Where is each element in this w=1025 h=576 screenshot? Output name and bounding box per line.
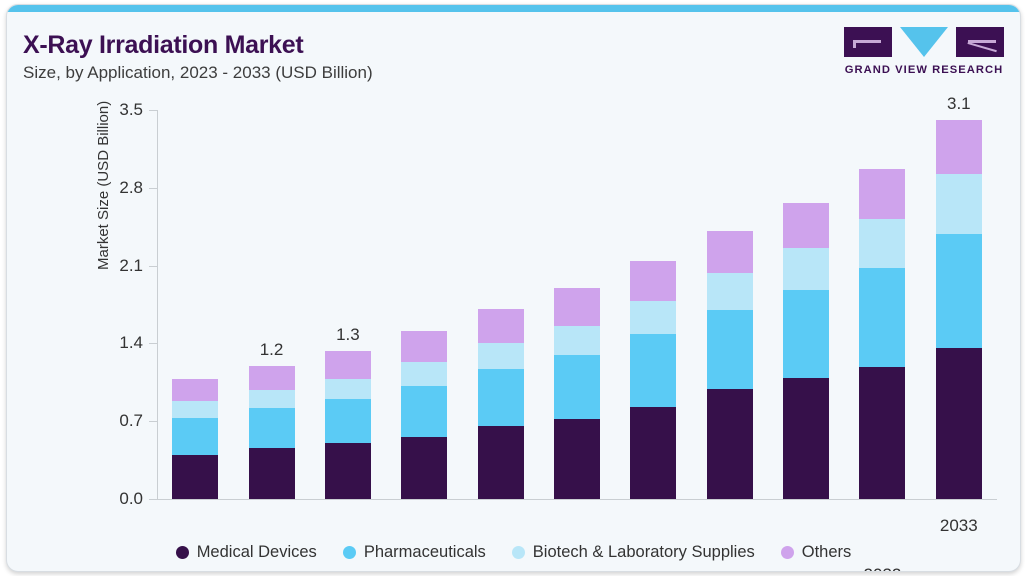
logo-g-icon <box>844 27 892 57</box>
bar-segment[interactable] <box>783 290 830 378</box>
y-axis-tick-mark <box>149 343 157 345</box>
legend-item[interactable]: Others <box>780 543 852 562</box>
bar-segment[interactable] <box>477 368 524 426</box>
y-axis-tick-label: 0.7 <box>119 411 143 431</box>
bar-segment[interactable] <box>935 234 982 348</box>
bar-group[interactable]: 3.1 2033 <box>935 94 982 535</box>
chart-card: X-Ray Irradiation Market Size, by Applic… <box>6 4 1021 572</box>
bar-group[interactable]: 2030 <box>706 231 753 499</box>
bar-segment[interactable] <box>172 417 219 455</box>
bar-segment[interactable] <box>248 447 295 499</box>
bar-segment[interactable] <box>783 247 830 291</box>
brand-logo: GRAND VIEW RESEARCH <box>844 27 1004 76</box>
bar-segment[interactable] <box>172 454 219 499</box>
bar-segment[interactable] <box>859 218 906 268</box>
bar-segment[interactable] <box>630 406 677 499</box>
bar-segment[interactable] <box>859 267 906 367</box>
y-axis-tick-mark <box>149 499 157 500</box>
bar-group[interactable]: 1.32025 <box>324 325 371 499</box>
bar-segment[interactable] <box>324 398 371 444</box>
legend-item[interactable]: Pharmaceuticals <box>342 543 486 562</box>
logo-text: GRAND VIEW RESEARCH <box>844 64 1004 76</box>
x-axis-line <box>157 499 997 500</box>
bar-segment[interactable] <box>783 377 830 499</box>
legend-item[interactable]: Biotech & Laboratory Supplies <box>511 543 755 562</box>
bar-segment[interactable] <box>248 365 295 391</box>
legend-item[interactable]: Medical Devices <box>175 543 317 562</box>
bar-segment[interactable] <box>706 273 753 311</box>
bar-segment[interactable] <box>248 390 295 408</box>
logo-marks <box>844 27 1004 59</box>
bar-segment[interactable] <box>554 354 600 419</box>
legend-swatch-icon <box>780 546 794 559</box>
y-axis-line <box>157 110 158 500</box>
bar-segment[interactable] <box>554 325 600 355</box>
bar-group[interactable]: 2029 <box>630 261 677 499</box>
x-axis-tick-label: 2033 <box>939 516 978 536</box>
bar-segment[interactable] <box>935 120 982 175</box>
bar-segment[interactable] <box>706 231 753 274</box>
bar-segment[interactable] <box>630 334 677 407</box>
bar-segment[interactable] <box>859 366 906 499</box>
bar-segment[interactable] <box>477 425 524 499</box>
bar-segment[interactable] <box>935 174 982 235</box>
bar-value-label: 1.3 <box>336 325 360 345</box>
logo-r-icon <box>956 27 1004 57</box>
x-axis-tick-label: 2032 <box>864 565 902 571</box>
y-axis-tick-mark <box>149 421 157 423</box>
bar-segment[interactable] <box>248 407 295 448</box>
bar-segment[interactable] <box>630 301 677 335</box>
bar-segment[interactable] <box>630 261 677 302</box>
bar-segment[interactable] <box>554 418 600 499</box>
bar-segment[interactable] <box>172 401 219 418</box>
bar-segment[interactable] <box>172 378 219 402</box>
y-axis-tick-mark <box>149 265 157 267</box>
bar-segment[interactable] <box>706 388 753 499</box>
y-axis-tick-mark <box>149 187 157 189</box>
y-axis-tick-label: 2.1 <box>119 255 143 275</box>
legend-label: Pharmaceuticals <box>363 543 486 561</box>
legend-label: Biotech & Laboratory Supplies <box>532 543 755 561</box>
legend-swatch-icon <box>175 546 189 559</box>
page-title: X-Ray Irradiation Market <box>23 31 304 59</box>
bar-segment[interactable] <box>401 362 448 386</box>
page-subtitle: Size, by Application, 2023 - 2033 (USD B… <box>23 63 373 82</box>
legend-swatch-icon <box>342 546 356 559</box>
logo-v-triangle-icon <box>900 27 948 57</box>
plot-area: Market Size (USD Billion) 0.0 0.7 1.4 2.1 2.… <box>95 94 997 571</box>
legend-label: Others <box>801 543 852 561</box>
bar-group[interactable]: 2031 <box>783 203 830 499</box>
bar-group[interactable]: 2023 <box>172 378 219 499</box>
y-axis-tick-label: 0.0 <box>119 489 143 508</box>
legend-swatch-icon <box>511 546 525 559</box>
bar-segment[interactable] <box>324 378 371 399</box>
bar-group[interactable]: 2026 <box>401 331 448 499</box>
bar-segment[interactable] <box>324 351 371 379</box>
bar-value-label: 3.1 <box>946 94 971 114</box>
bar-group[interactable]: 2027 <box>477 308 524 499</box>
accent-top-bar <box>7 5 1020 12</box>
bar-segment[interactable] <box>401 331 448 363</box>
y-axis-tick-label: 3.5 <box>119 100 143 119</box>
bar-group[interactable]: 2028 <box>554 287 600 499</box>
y-axis-tick-label: 2.8 <box>119 177 143 197</box>
bar-segment[interactable] <box>324 443 371 499</box>
bar-segment[interactable] <box>706 310 753 389</box>
bar-group[interactable]: 2032 <box>859 168 906 571</box>
bar-group[interactable]: 1.22024 <box>248 340 295 499</box>
chart-legend: Medical Devices Pharmaceuticals Biotech & … <box>7 543 1020 562</box>
y-axis-tick-mark <box>149 110 157 111</box>
bar-segment[interactable] <box>477 308 524 344</box>
bar-segment[interactable] <box>935 347 982 499</box>
bar-segment[interactable] <box>401 385 448 437</box>
legend-label: Medical Devices <box>196 543 317 561</box>
y-axis-tick-label: 1.4 <box>119 333 143 353</box>
bar-segment[interactable] <box>401 436 448 499</box>
y-axis-title: Market Size (USD Billion) <box>95 100 112 270</box>
bar-segment[interactable] <box>783 203 830 248</box>
bar-segment[interactable] <box>477 343 524 369</box>
bar-segment[interactable] <box>554 287 600 326</box>
bar-value-label: 1.2 <box>259 339 284 359</box>
bar-segment[interactable] <box>859 168 906 219</box>
